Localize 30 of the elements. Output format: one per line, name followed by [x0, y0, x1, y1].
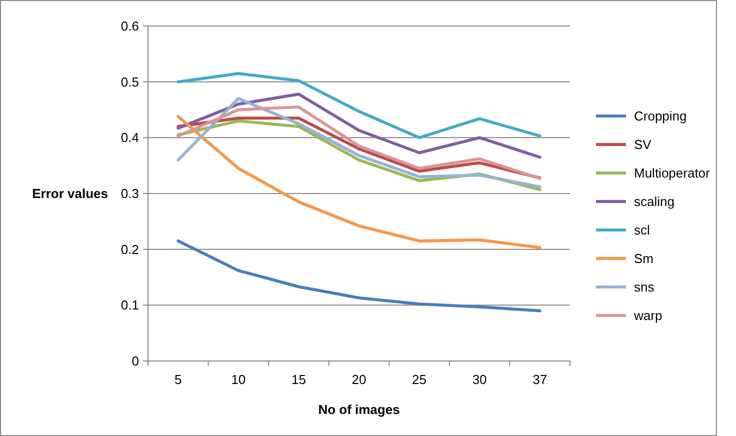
- y-tick-label: 0.2: [120, 242, 139, 257]
- x-tick-label: 15: [291, 372, 306, 387]
- y-axis-title: Error values: [32, 186, 108, 202]
- x-tick-label: 5: [174, 372, 182, 387]
- x-tick-label: 10: [231, 372, 246, 387]
- x-tick-label: 30: [472, 372, 487, 387]
- y-tick-label: 0.6: [120, 18, 139, 34]
- x-tick-label: 20: [352, 372, 366, 387]
- legend-label: sns: [634, 280, 655, 295]
- line-series: [176, 114, 542, 250]
- y-tick-label: 0.4: [120, 130, 139, 146]
- legend-label: Sm: [634, 251, 654, 266]
- line-series: [176, 92, 542, 159]
- legend-label: Cropping: [634, 108, 687, 124]
- line-series: [176, 105, 542, 180]
- x-axis-title: No of images: [318, 402, 400, 417]
- line-series: [176, 97, 542, 188]
- legend-label: warp: [633, 308, 662, 324]
- legend-label: Multioperator: [634, 166, 711, 181]
- y-tick-label: 0.3: [120, 186, 139, 202]
- y-tick-label: 0: [132, 354, 139, 369]
- y-tick-label: 0.1: [120, 298, 139, 313]
- x-tick-label: 25: [412, 372, 427, 387]
- legend-label: scl: [634, 222, 650, 238]
- line-series: [176, 72, 542, 140]
- y-tick-label: 0.5: [120, 74, 139, 90]
- x-tick-label: 37: [532, 372, 548, 387]
- line-series: [176, 239, 542, 312]
- legend-label: scaling: [634, 194, 674, 210]
- legend-label: SV: [634, 137, 652, 152]
